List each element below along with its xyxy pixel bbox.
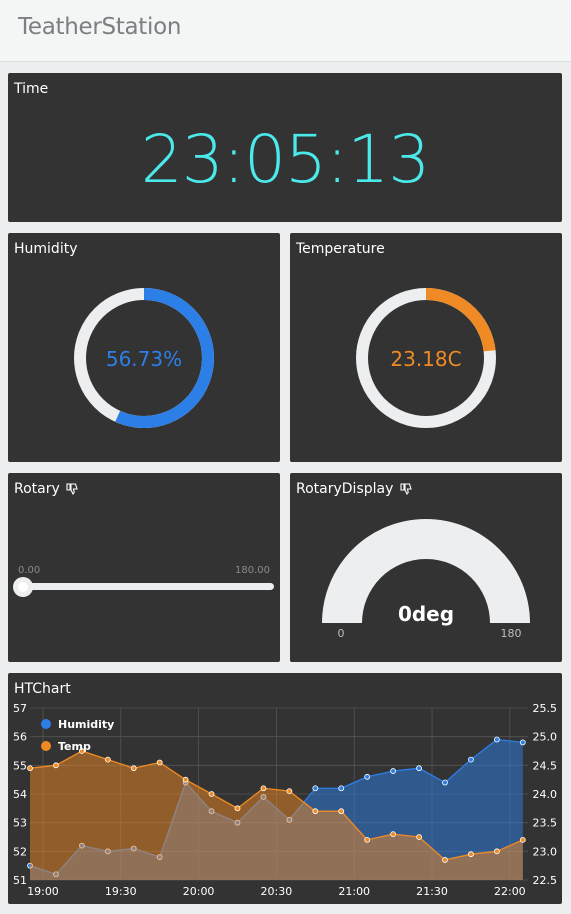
chart-point-humidity <box>493 736 500 743</box>
chart-point-temp <box>286 788 293 795</box>
rotary-card-title: Rotary <box>14 481 60 497</box>
chart-y-left-tick: 57 <box>13 702 27 715</box>
chart-point-temp <box>260 785 267 792</box>
chart-point-temp <box>390 831 397 838</box>
rotary-gauge-min: 0 <box>338 627 345 640</box>
chart-y-right-tick: 23.5 <box>533 817 558 830</box>
chart-line-temp <box>29 750 524 861</box>
humidity-value: 56.73% <box>106 347 182 371</box>
clock-display: 23:05:13 <box>140 121 430 198</box>
chart-y-left-tick: 51 <box>13 874 27 887</box>
chart-point-humidity <box>442 779 448 786</box>
chart-point-temp <box>27 765 33 772</box>
temperature-donut-arc <box>356 288 496 428</box>
chart-y-right-tick: 24.5 <box>533 759 558 772</box>
chart-x-tick: 20:00 <box>183 885 215 898</box>
humidity-donut: 56.73% <box>74 288 214 428</box>
rotary-gauge: 0deg 0 180 <box>322 519 530 640</box>
rotary-display-card: RotaryDisplay 0deg 0 180 <box>290 473 562 662</box>
chart-y-right-tick: 24.0 <box>533 788 558 801</box>
chart-x-tick: 21:00 <box>338 885 370 898</box>
rotary-slider-handle[interactable] <box>13 577 33 597</box>
chart-point-temp <box>78 748 85 754</box>
chart-point-temp <box>338 808 345 815</box>
chart-point-humidity <box>390 768 397 774</box>
rotary-min-label: 0.00 <box>18 565 41 576</box>
humidity-card: Humidity 56.73% <box>8 233 280 462</box>
rotary-gauge-max: 180 <box>501 627 522 640</box>
chart-point-temp <box>104 756 111 763</box>
humidity-card-title: Humidity <box>14 241 78 257</box>
chart-point-humidity <box>519 739 526 746</box>
chart-point-humidity <box>364 773 371 780</box>
chart-point-temp <box>442 857 448 863</box>
temperature-card-title: Temperature <box>296 241 385 257</box>
chart-card-title: HTChart <box>14 681 71 697</box>
chart-point-humidity <box>338 785 345 792</box>
chart-point-humidity <box>416 765 422 772</box>
chart-legend-marker <box>41 741 51 751</box>
chart-area-temp <box>30 751 523 880</box>
chart-y-left-tick: 55 <box>13 759 27 772</box>
chart-x-tick: 19:00 <box>27 885 59 898</box>
humidity-donut-arc <box>74 288 214 428</box>
chart-point-temp <box>53 762 59 769</box>
chart-point-temp <box>130 765 137 772</box>
chart-legend-label: Humidity <box>58 718 114 731</box>
chart-point-temp <box>156 759 163 766</box>
chart-point-temp <box>182 776 189 783</box>
chart-point-temp <box>208 791 215 797</box>
chart-card: HTChart 57 25.5 56 25.0 55 24.5 54 24.0 53 23.5 52… <box>8 673 562 904</box>
rotary-gauge-band <box>322 519 530 623</box>
rotary-slider-track[interactable] <box>22 583 274 590</box>
chart-point-temp <box>364 836 371 843</box>
chart-x-tick: 20:30 <box>261 885 293 898</box>
chart-point-temp <box>468 851 474 858</box>
chart-y-left-tick: 56 <box>13 731 27 744</box>
chart-x-tick: 19:30 <box>105 885 137 898</box>
rotary-display-title-row: RotaryDisplay <box>296 481 412 499</box>
chart-y-left-tick: 54 <box>13 788 27 801</box>
app-header: TeatherStation <box>0 0 571 62</box>
time-card: Time 23:05:13 <box>8 73 562 222</box>
chart-y-left-tick: 53 <box>13 817 27 830</box>
rotary-display-card-title: RotaryDisplay <box>296 481 394 497</box>
temperature-card: Temperature 23.18C <box>290 233 562 462</box>
chart-point-temp <box>312 808 319 815</box>
chart-x-tick: 21:30 <box>416 885 448 898</box>
app-title: TeatherStation <box>18 14 182 40</box>
chart-legend-marker <box>41 719 51 729</box>
rotary-gauge-value: 0deg <box>398 602 454 626</box>
chart-x-tick: 22:00 <box>494 885 526 898</box>
chart-y-right-tick: 22.5 <box>533 874 558 887</box>
chart-legend-label: Temp <box>58 740 91 753</box>
chart-y-right-tick: 25.5 <box>533 702 558 715</box>
chart-point-humidity <box>468 756 474 763</box>
chart-point-temp <box>519 836 526 843</box>
chart-y-left-tick: 52 <box>13 845 27 858</box>
chart-point-humidity <box>312 785 319 792</box>
chart-y-right-tick: 23.0 <box>533 845 558 858</box>
rotary-max-label: 180.00 <box>235 565 270 576</box>
chart-point-temp <box>416 834 422 840</box>
temperature-donut: 23.18C <box>356 288 496 428</box>
chart-point-temp <box>493 848 500 855</box>
time-card-title: Time <box>14 81 49 97</box>
rotary-card: Rotary 0.00 180.00 <box>8 473 280 662</box>
chart-y-right-tick: 25.0 <box>533 731 558 744</box>
thumbs-down-icon <box>66 483 78 499</box>
temperature-value: 23.18C <box>390 347 461 371</box>
chart-point-temp <box>234 805 241 812</box>
rotary-card-title-row: Rotary <box>14 481 78 499</box>
thumbs-down-icon <box>400 483 412 499</box>
ht-chart: 57 25.5 56 25.0 55 24.5 54 24.0 53 23.5 52 23.0 51 22… <box>13 702 558 898</box>
